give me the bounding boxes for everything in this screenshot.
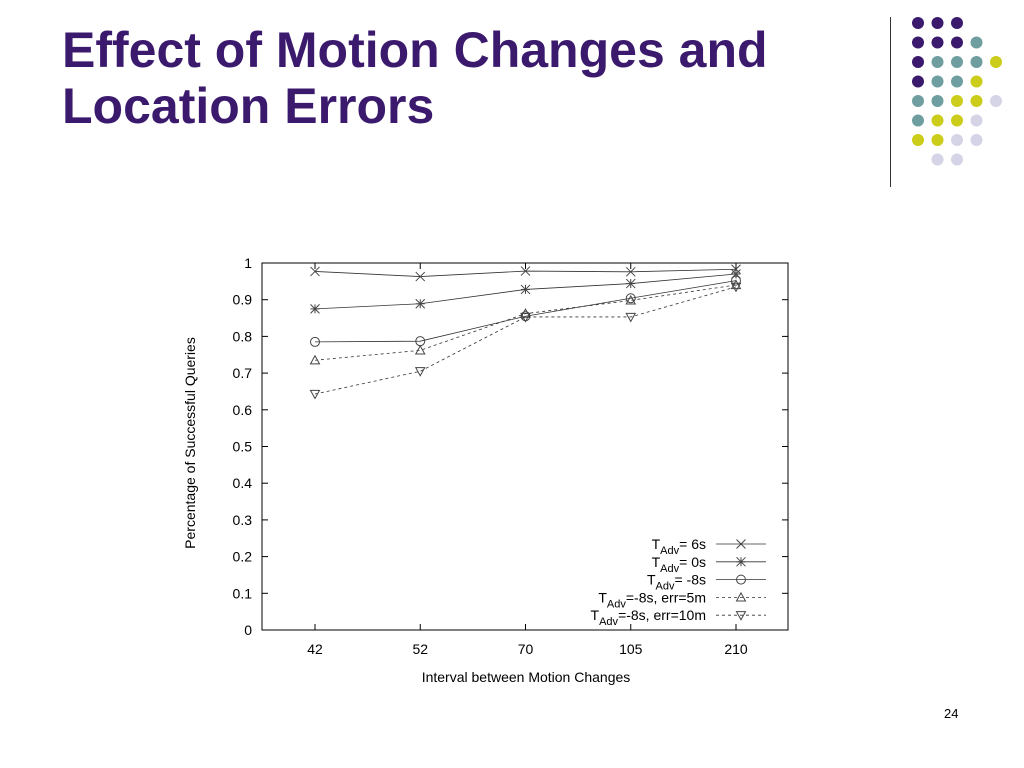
y-tick-label: 0.6 bbox=[233, 402, 253, 418]
plot-frame bbox=[261, 262, 789, 631]
slide-title-line-1: Effect of Motion Changes and bbox=[62, 22, 768, 78]
data-point-marker bbox=[730, 282, 742, 293]
y-tick-label: 0.2 bbox=[233, 549, 253, 565]
data-point-marker bbox=[309, 389, 321, 400]
data-point-marker bbox=[520, 312, 531, 323]
data-point-marker bbox=[736, 556, 746, 567]
series-2 bbox=[310, 269, 741, 314]
legend-entry: TAdv=-8s, err=5m bbox=[598, 589, 766, 610]
data-point-marker bbox=[731, 264, 741, 275]
y-tick-label: 0.7 bbox=[233, 365, 253, 381]
legend-entry: TAdv=-8s, err=10m bbox=[591, 607, 766, 628]
legend-label: TAdv=-8s, err=5m bbox=[598, 589, 706, 610]
series-1 bbox=[310, 264, 741, 282]
data-point-marker bbox=[625, 278, 636, 289]
data-point-marker bbox=[414, 344, 426, 355]
y-tick-label: 0.9 bbox=[233, 292, 253, 308]
data-point-marker bbox=[310, 336, 320, 347]
x-tick-label: 52 bbox=[412, 641, 428, 657]
slide-title-line-2: Location Errors bbox=[62, 78, 435, 134]
data-point-marker bbox=[730, 279, 742, 290]
data-point-marker bbox=[735, 591, 747, 602]
y-tick-label: 0.8 bbox=[233, 328, 253, 344]
legend-entry: TAdv= 0s bbox=[652, 554, 766, 575]
series-line bbox=[314, 286, 737, 395]
legend-entry: TAdv= 6s bbox=[652, 536, 766, 557]
data-point-marker bbox=[625, 293, 636, 304]
data-point-marker bbox=[520, 284, 531, 295]
legend-label: TAdv= 6s bbox=[652, 536, 706, 557]
x-tick-label: 210 bbox=[724, 641, 748, 657]
data-point-marker bbox=[735, 611, 747, 621]
y-axis-label: Percentage of Successful Queries bbox=[182, 337, 198, 549]
data-point-marker bbox=[310, 266, 320, 277]
x-tick-label: 105 bbox=[619, 641, 643, 657]
data-point-marker bbox=[414, 367, 426, 377]
page-number: 24 bbox=[944, 706, 959, 721]
y-tick-label: 0.3 bbox=[233, 512, 253, 528]
data-point-marker bbox=[310, 304, 320, 314]
legend-label: TAdv=-8s, err=10m bbox=[591, 607, 706, 628]
series-5 bbox=[309, 282, 742, 400]
data-point-marker bbox=[415, 271, 426, 282]
data-point-marker bbox=[520, 266, 531, 276]
x-axis-label: Interval between Motion Changes bbox=[422, 669, 631, 685]
title-divider bbox=[890, 17, 891, 187]
data-point-marker bbox=[736, 539, 746, 549]
series-line bbox=[314, 268, 737, 277]
data-point-marker bbox=[415, 298, 426, 309]
data-point-marker bbox=[625, 312, 637, 323]
series-line bbox=[314, 280, 737, 343]
x-tick-label: 42 bbox=[307, 641, 323, 657]
y-tick-label: 0.4 bbox=[233, 475, 253, 491]
data-point-marker bbox=[731, 275, 741, 286]
slide-title: Effect of Motion Changes and Location Er… bbox=[62, 22, 862, 134]
series-line bbox=[314, 284, 737, 361]
y-tick-label: 1 bbox=[244, 255, 252, 271]
data-point-marker bbox=[625, 294, 637, 305]
x-tick-label: 70 bbox=[518, 641, 534, 657]
y-tick-label: 0.5 bbox=[233, 439, 253, 455]
y-tick-label: 0.1 bbox=[233, 585, 253, 601]
legend-entry: TAdv= -8s bbox=[647, 572, 766, 593]
legend-label: TAdv= 0s bbox=[652, 554, 706, 575]
y-tick-label: 0 bbox=[244, 622, 252, 638]
legend-label: TAdv= -8s bbox=[647, 572, 706, 593]
data-point-marker bbox=[309, 354, 321, 365]
data-point-marker bbox=[625, 266, 636, 277]
data-point-marker bbox=[736, 574, 746, 585]
